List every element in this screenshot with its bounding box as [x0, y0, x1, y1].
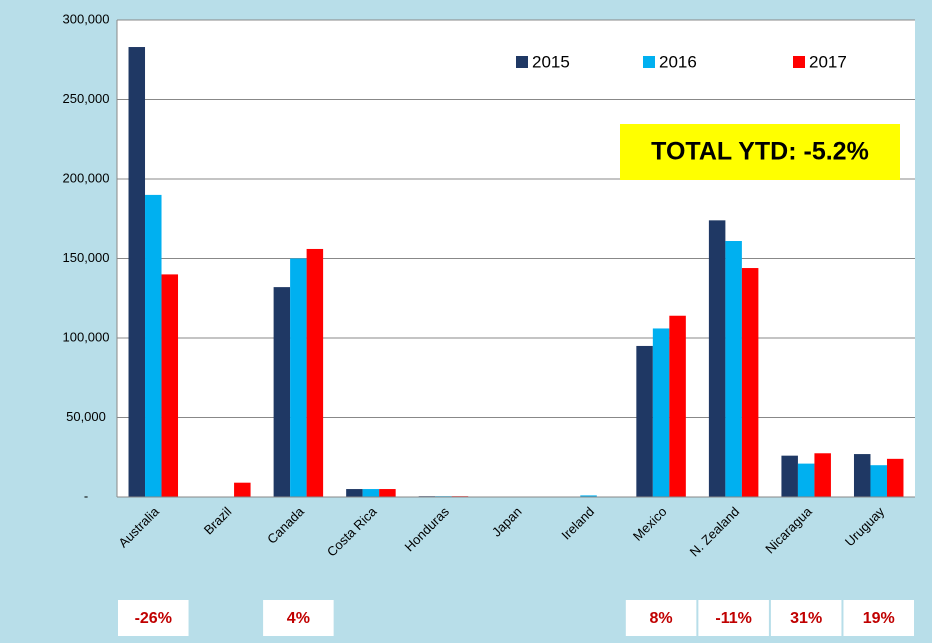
- change-label: 8%: [650, 610, 673, 627]
- bar: [669, 315, 686, 497]
- change-label: 4%: [287, 610, 310, 627]
- bar: [725, 241, 742, 497]
- legend-swatch: [643, 56, 655, 68]
- change-label: 19%: [863, 610, 895, 627]
- annotation: TOTAL YTD: -5.2%: [651, 138, 869, 166]
- bar: [797, 463, 815, 497]
- change-box: [263, 600, 334, 636]
- change-label: -11%: [715, 610, 751, 627]
- legend-label: 2016: [659, 52, 697, 71]
- change-label: -26%: [135, 610, 172, 627]
- bar: [128, 47, 146, 497]
- legend-swatch: [516, 56, 528, 68]
- legend-label: 2017: [809, 52, 847, 71]
- bar: [652, 328, 670, 497]
- y-tick-label: 250,000: [63, 91, 110, 106]
- y-tick-label: 200,000: [63, 170, 110, 185]
- y-tick-label: 300,000: [63, 11, 110, 26]
- bar: [741, 268, 759, 497]
- change-box: [770, 600, 842, 636]
- bar: [306, 248, 324, 497]
- bar: [886, 458, 904, 497]
- bar: [161, 274, 179, 497]
- bar: [781, 455, 798, 497]
- bar: [379, 489, 396, 497]
- y-tick-label: 50,000: [66, 409, 106, 424]
- bar: [580, 495, 597, 497]
- change-box: [843, 600, 914, 636]
- change-box: [698, 600, 769, 636]
- legend-swatch: [793, 56, 805, 68]
- change-box: [625, 600, 697, 636]
- bar: [636, 345, 653, 497]
- y-tick-label: -: [84, 488, 88, 503]
- bar: [362, 489, 380, 497]
- bar: [853, 454, 871, 497]
- bar: [273, 287, 291, 497]
- change-label: 31%: [790, 610, 822, 627]
- bar: [346, 489, 363, 497]
- annotation-box: [620, 124, 900, 180]
- bar: [290, 258, 307, 497]
- bar: [708, 220, 726, 497]
- change-box: [118, 600, 189, 636]
- y-tick-label: 150,000: [63, 250, 110, 265]
- y-tick-label: 100,000: [63, 329, 110, 344]
- bar: [234, 482, 251, 497]
- bar: [870, 465, 887, 497]
- legend-label: 2015: [532, 52, 570, 71]
- bar: [814, 453, 831, 497]
- bar: [145, 194, 162, 497]
